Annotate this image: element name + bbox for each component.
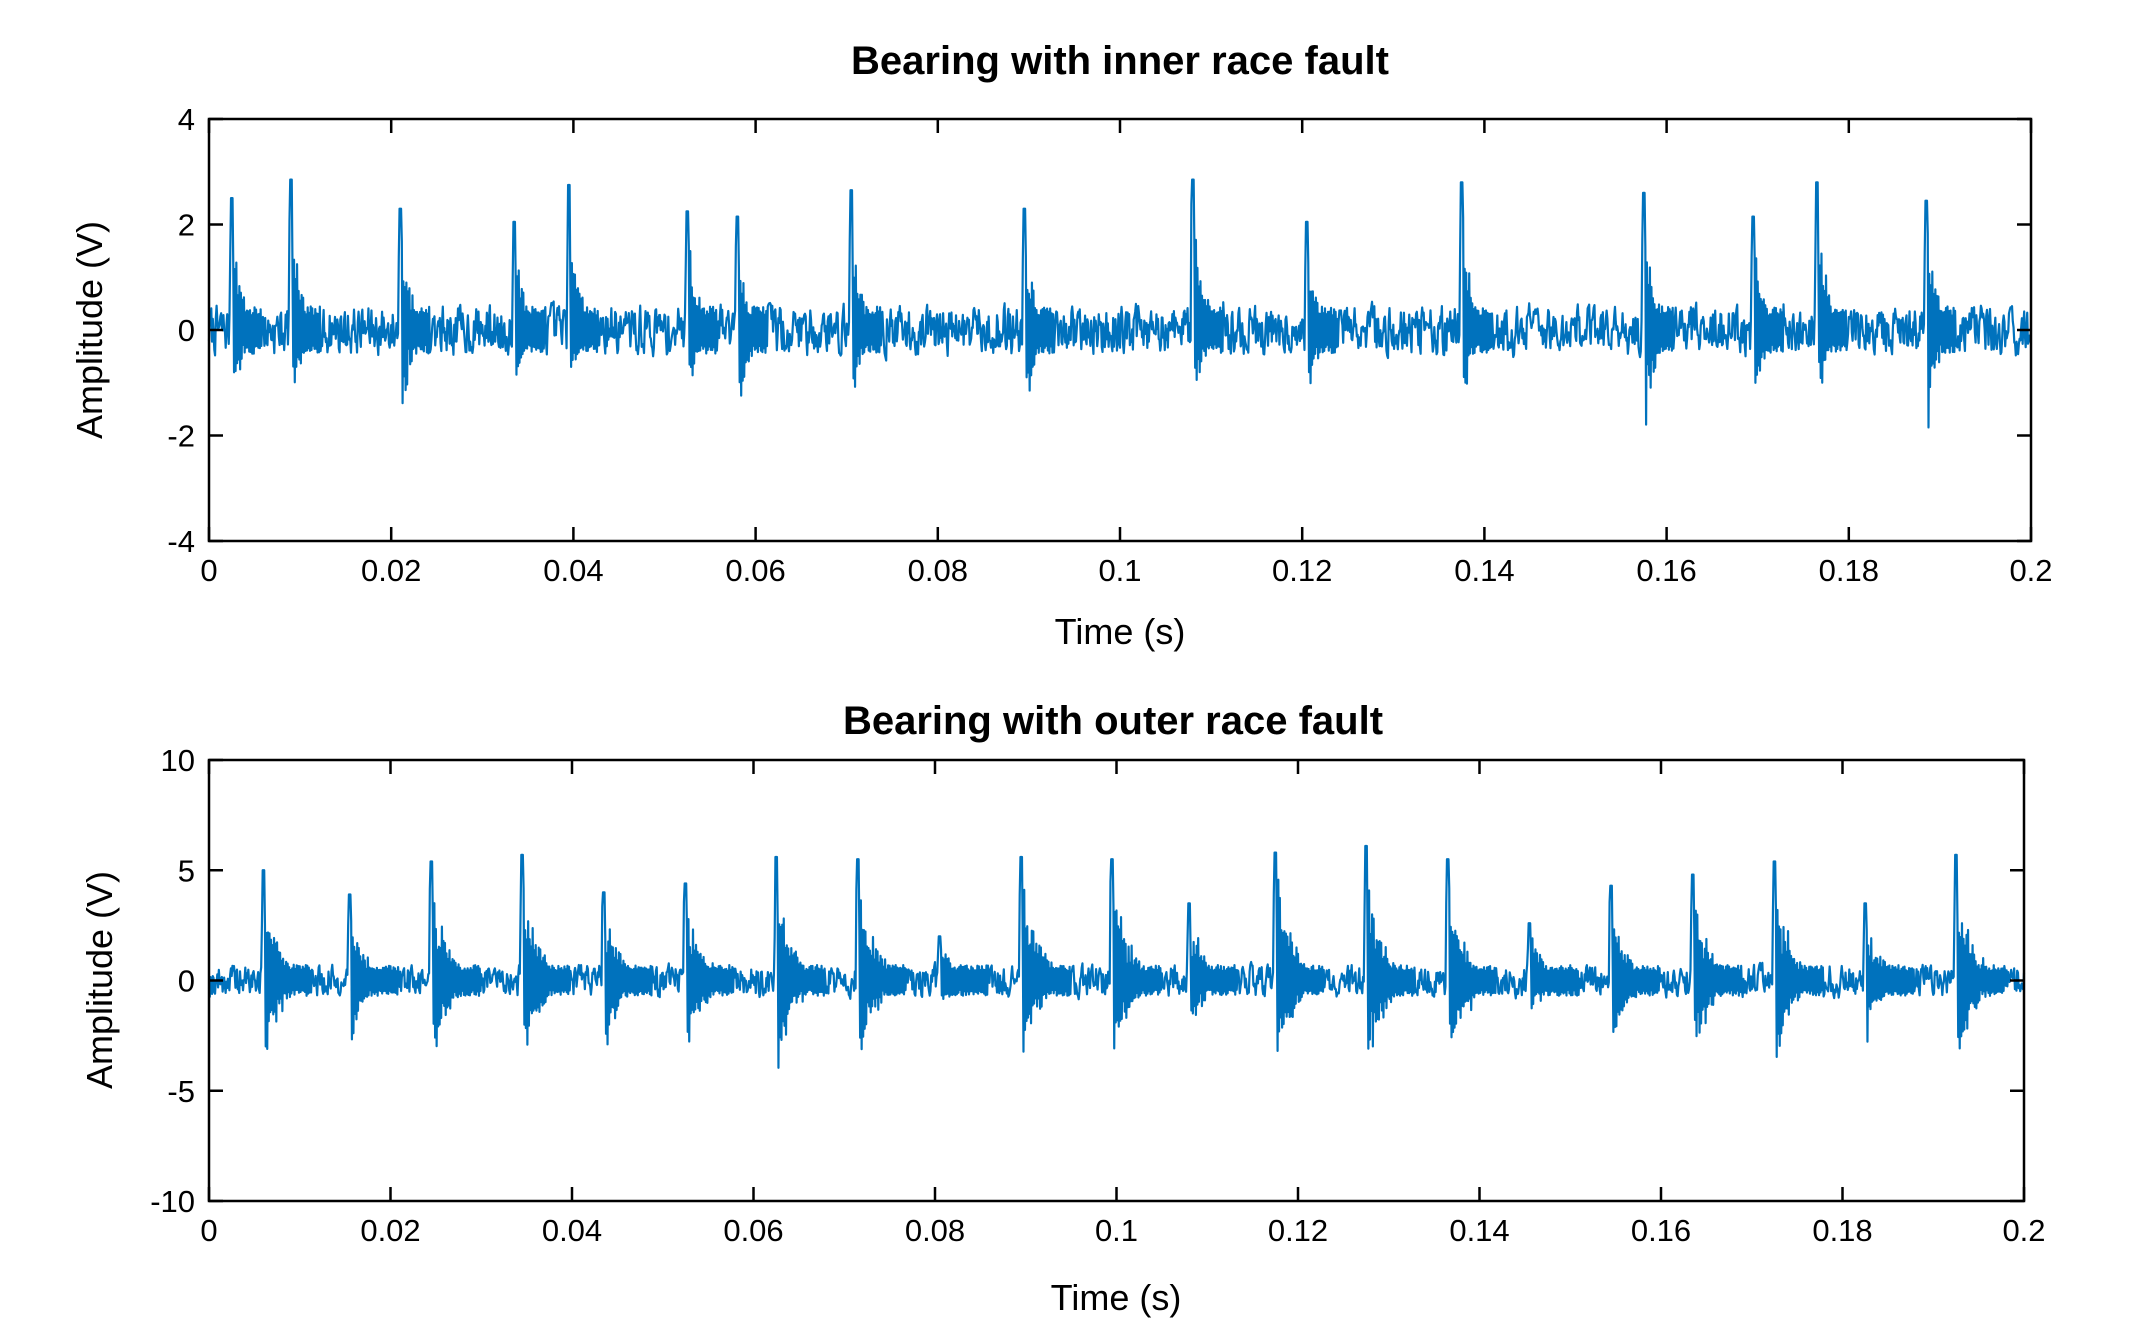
plot-area (207, 844, 2026, 1069)
y-axis-label: Amplitude (V) (79, 871, 120, 1089)
y-tick-label: -10 (150, 1184, 195, 1219)
x-tick-label: 0.06 (725, 553, 785, 588)
x-tick-label: 0.12 (1272, 553, 1332, 588)
chart-inner-race: Bearing with inner race fault 0 0.02 0.04 0… (69, 39, 2053, 652)
x-tick-label: 0.18 (1812, 1213, 1872, 1248)
y-tick-label: -2 (167, 419, 195, 454)
y-tick-label: 10 (161, 743, 195, 778)
x-tick-label: 0.02 (361, 553, 421, 588)
x-tick-label: 0.08 (908, 553, 968, 588)
x-tick-labels: 0 0.02 0.04 0.06 0.08 0.1 0.12 0.14 0.16 0.18 0.2 (200, 1213, 2045, 1248)
x-tick-label: 0.18 (1819, 553, 1879, 588)
x-tick-label: 0 (200, 1213, 217, 1248)
x-tick-label: 0.04 (543, 553, 603, 588)
signal-line (207, 178, 2033, 429)
x-tick-label: 0.06 (723, 1213, 783, 1248)
chart-outer-race: Bearing with outer race fault 0 0.02 0.04 0… (79, 699, 2046, 1318)
x-tick-label: 0 (200, 553, 217, 588)
y-tick-label: 4 (178, 102, 195, 137)
y-tick-label: 0 (178, 964, 195, 999)
signal-line (207, 844, 2026, 1069)
y-tick-label: -4 (167, 524, 195, 559)
y-tick-labels: -10 -5 0 5 10 (150, 743, 195, 1219)
y-axis-label: Amplitude (V) (69, 221, 110, 439)
x-tick-label: 0.2 (2009, 553, 2052, 588)
x-tick-label: 0.08 (905, 1213, 965, 1248)
y-tick-label: 5 (178, 853, 195, 888)
x-tick-label: 0.12 (1268, 1213, 1328, 1248)
x-tick-label: 0.04 (542, 1213, 602, 1248)
tick-marks (207, 117, 2033, 543)
y-tick-label: -5 (167, 1074, 195, 1109)
x-axis-label: Time (s) (1051, 1277, 1182, 1318)
x-tick-label: 0.16 (1631, 1213, 1691, 1248)
x-tick-labels: 0 0.02 0.04 0.06 0.08 0.1 0.12 0.14 0.16 0.18 0.2 (200, 553, 2052, 588)
chart-title: Bearing with inner race fault (851, 39, 1389, 83)
plot-area (207, 178, 2033, 429)
x-tick-label: 0.14 (1449, 1213, 1509, 1248)
x-tick-label: 0.02 (360, 1213, 420, 1248)
x-axis-label: Time (s) (1055, 611, 1186, 652)
x-tick-label: 0.14 (1454, 553, 1514, 588)
chart-title: Bearing with outer race fault (843, 699, 1383, 743)
y-tick-label: 2 (178, 208, 195, 243)
x-tick-label: 0.1 (1098, 553, 1141, 588)
tick-marks (207, 758, 2026, 1203)
x-tick-label: 0.1 (1095, 1213, 1138, 1248)
y-tick-labels: -4 -2 0 2 4 (167, 102, 195, 559)
x-tick-label: 0.2 (2002, 1213, 2045, 1248)
x-tick-label: 0.16 (1636, 553, 1696, 588)
y-tick-label: 0 (178, 313, 195, 348)
